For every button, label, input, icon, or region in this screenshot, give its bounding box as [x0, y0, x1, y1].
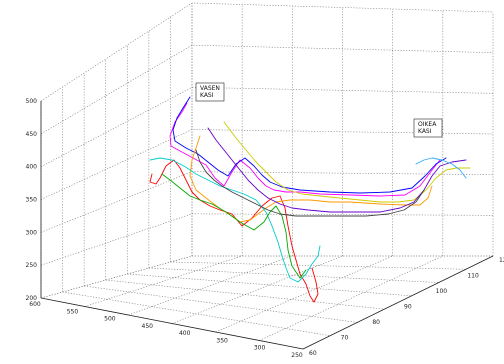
z-tick-label: 200 — [26, 295, 38, 302]
left-axis-line — [40, 297, 304, 350]
series-line-8 — [207, 127, 467, 213]
series-line-6 — [161, 173, 307, 279]
annotation-text: VASEN — [200, 85, 220, 92]
floor-grid-line — [128, 255, 293, 316]
right-axis-tick-label: 110 — [467, 273, 479, 280]
left-axis-tick-label: 600 — [29, 301, 41, 308]
floor-grid-line — [40, 255, 193, 299]
floor-grid-line — [215, 255, 393, 333]
series-line-7 — [223, 121, 471, 203]
right-axis-tick-label: 100 — [436, 288, 448, 295]
right-axis-tick-label: 60 — [309, 350, 317, 357]
series-line-10 — [415, 157, 467, 179]
z-grid-line — [40, 255, 493, 299]
left-axis-tick-label: 300 — [254, 345, 266, 352]
right-axis-tick-label: 120 — [499, 257, 504, 264]
series-line-4 — [189, 135, 433, 223]
series-line-2 — [172, 96, 447, 194]
z-grid-line — [40, 87, 494, 167]
annotation-text: KASI — [200, 92, 214, 99]
floor-grid-line — [84, 255, 243, 307]
left-axis-tick-label: 400 — [179, 330, 191, 337]
annotation-text: OIKEA — [418, 121, 437, 128]
left-axis-tick-label: 350 — [216, 337, 228, 344]
z-grid-line — [40, 213, 494, 266]
annotation-text: KASI — [418, 128, 432, 135]
z-tick-label: 300 — [26, 229, 38, 236]
series-line-1 — [169, 102, 441, 197]
z-tick-label: 450 — [26, 131, 38, 138]
z-grid-line — [40, 44, 494, 135]
right-axis-tick-label: 90 — [404, 304, 412, 311]
left-axis-tick-label: 450 — [142, 323, 154, 330]
floor-grid-line — [259, 255, 443, 341]
right-axis-tick-label: 70 — [341, 335, 349, 342]
annotation-box — [413, 118, 443, 138]
right-axis-line — [302, 255, 494, 350]
z-grid-line — [40, 2, 494, 102]
right-axis-tick-label: 80 — [372, 319, 380, 326]
left-axis-tick-label: 250 — [291, 352, 303, 359]
floor-grid-line — [84, 285, 358, 323]
z-tick-label: 250 — [26, 262, 38, 269]
z-tick-label: 400 — [26, 164, 38, 171]
series-line-9 — [195, 149, 425, 217]
z-tick-label: 500 — [26, 98, 38, 105]
series-line-5 — [149, 157, 321, 283]
left-axis-tick-label: 500 — [104, 316, 116, 323]
box-grid — [40, 2, 494, 350]
series-layer — [149, 96, 471, 303]
series-line-3 — [149, 159, 319, 303]
annotation-box — [195, 82, 225, 102]
z-grid-line — [40, 129, 494, 200]
z-tick-label: 350 — [26, 197, 38, 204]
tick-labels: 200 250 300 350 400 450 500 600 550 500 450 400 350 3… — [26, 98, 504, 359]
left-axis-tick-label: 550 — [67, 308, 79, 315]
